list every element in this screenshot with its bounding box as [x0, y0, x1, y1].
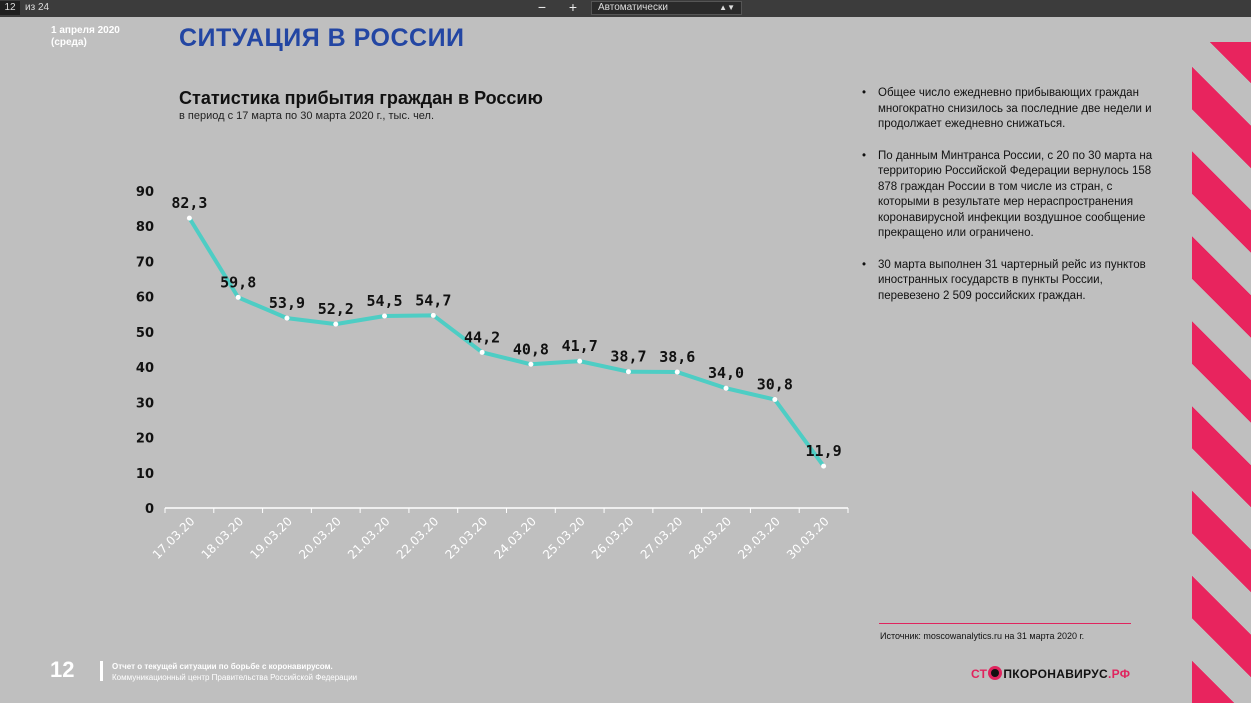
data-point: [723, 385, 729, 391]
data-point: [333, 321, 339, 327]
pdf-toolbar: 12 из 24 − + Автоматически ▲▼: [0, 0, 1251, 17]
footer-line2: Коммуникационный центр Правительства Рос…: [112, 673, 358, 682]
date-line1: 1 апреля 2020: [51, 25, 120, 36]
zoom-out-button[interactable]: −: [537, 0, 547, 15]
data-point: [382, 313, 388, 319]
virus-stop-icon: [988, 666, 1003, 680]
x-tick-label: 23.03.20: [443, 514, 491, 562]
data-label: 40,8: [513, 340, 549, 358]
data-label: 53,9: [269, 294, 305, 312]
data-label: 30,8: [757, 376, 793, 394]
page-total: из 24: [25, 2, 50, 13]
data-label: 82,3: [171, 194, 207, 212]
y-tick-label: 10: [136, 467, 154, 482]
source-note: Источник: moscowanalytics.ru на 31 марта…: [880, 631, 1085, 641]
data-point: [430, 312, 436, 318]
footer-divider: [100, 661, 103, 681]
x-tick-label: 24.03.20: [491, 514, 539, 562]
bullet-item: Общее число ежедневно прибывающих гражда…: [862, 86, 1167, 133]
data-label: 59,8: [220, 273, 256, 291]
bullet-item: По данным Минтранса России, с 20 по 30 м…: [862, 149, 1167, 242]
x-tick-label: 18.03.20: [199, 514, 247, 562]
stopcoronavirus-logo: СТ ПКОРОНАВИРУС.РФ: [971, 666, 1130, 681]
slide-page-number: 12: [50, 657, 75, 682]
y-tick-label: 40: [136, 361, 154, 376]
data-point: [821, 463, 827, 469]
data-point: [674, 369, 680, 375]
data-label: 34,0: [708, 364, 744, 382]
x-tick-label: 22.03.20: [394, 514, 442, 562]
x-tick-label: 21.03.20: [345, 514, 393, 562]
data-point: [528, 361, 534, 367]
x-tick-label: 28.03.20: [686, 514, 734, 562]
data-label: 52,2: [318, 300, 354, 318]
page-title: СИТУАЦИЯ В РОССИИ: [179, 24, 465, 52]
y-tick-label: 80: [136, 220, 154, 235]
x-tick-label: 19.03.20: [247, 514, 295, 562]
zoom-select[interactable]: Автоматически ▲▼: [591, 1, 742, 15]
footer-text: Отчет о текущей ситуации по борьбе с кор…: [112, 661, 357, 683]
chevron-updown-icon: ▲▼: [719, 3, 735, 12]
y-tick-label: 0: [145, 502, 154, 517]
bullet-list: Общее число ежедневно прибывающих гражда…: [862, 86, 1167, 320]
chart-title: Статистика прибытия граждан в Россию: [179, 88, 543, 108]
footer-line1: Отчет о текущей ситуации по борьбе с кор…: [112, 662, 333, 671]
data-point: [235, 294, 241, 300]
data-label: 41,7: [562, 337, 598, 355]
zoom-in-button[interactable]: +: [568, 0, 578, 15]
series-line: [187, 216, 826, 469]
line-chart: 0 10 20 30 40 50 60 70 80 90 17.03.20 18.03.20 19.03…: [136, 185, 849, 562]
data-label: 44,2: [464, 328, 500, 346]
data-point: [577, 358, 583, 364]
y-tick-label: 50: [136, 326, 154, 341]
x-tick-label: 27.03.20: [638, 514, 686, 562]
y-tick-label: 20: [136, 432, 154, 447]
page-number-input[interactable]: 12: [0, 1, 20, 15]
logo-left: СТ: [971, 667, 988, 681]
x-tick-label: 29.03.20: [735, 514, 783, 562]
chart-subtitle: в период с 17 марта по 30 марта 2020 г.,…: [179, 110, 435, 122]
y-tick-label: 30: [136, 396, 154, 411]
y-tick-label: 70: [136, 255, 154, 270]
data-point: [186, 215, 192, 221]
logo-suffix: .РФ: [1107, 667, 1131, 681]
y-tick-label: 60: [136, 291, 154, 306]
source-divider: [879, 623, 1131, 624]
data-label: 54,5: [366, 292, 402, 310]
data-label: 54,7: [415, 291, 451, 309]
date-line2: (среда): [51, 37, 87, 48]
x-tick-label: 25.03.20: [540, 514, 588, 562]
data-label: 11,9: [806, 442, 842, 460]
bullet-item: 30 марта выполнен 31 чартерный рейс из п…: [862, 258, 1167, 305]
x-tick-label: 20.03.20: [296, 514, 344, 562]
x-tick-label: 17.03.20: [150, 514, 198, 562]
data-label: 38,6: [659, 348, 695, 366]
x-tick-label: 26.03.20: [589, 514, 637, 562]
data-point: [625, 369, 631, 375]
decorative-stripes: [1192, 42, 1251, 703]
slide-date: 1 апреля 2020 (среда): [51, 25, 120, 49]
data-point: [284, 315, 290, 321]
y-tick-label: 90: [136, 185, 154, 200]
data-point: [772, 397, 778, 403]
x-tick-label: 30.03.20: [784, 514, 832, 562]
zoom-select-value: Автоматически: [598, 2, 668, 13]
logo-right: ПКОРОНАВИРУС: [1003, 667, 1108, 681]
data-point: [479, 349, 485, 355]
data-label: 38,7: [610, 348, 646, 366]
